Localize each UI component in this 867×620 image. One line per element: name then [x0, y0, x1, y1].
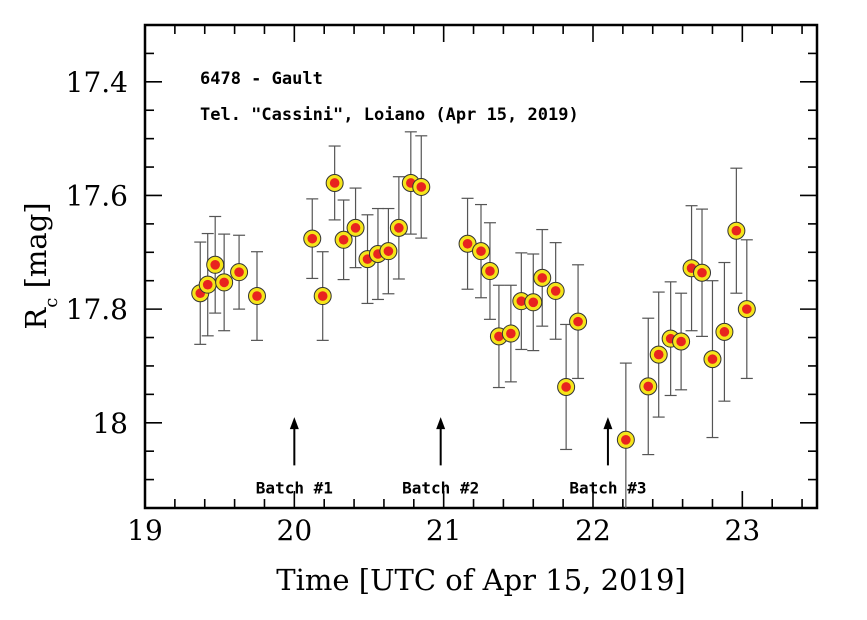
chart-subtitle: Tel. "Cassini", Loiano (Apr 15, 2019): [200, 105, 579, 125]
batch-label: Batch #3: [569, 478, 646, 497]
y-tick-label: 18: [92, 407, 128, 440]
data-point: [307, 233, 318, 244]
data-point: [516, 296, 527, 306]
data-point: [621, 435, 631, 445]
data-point: [476, 246, 486, 256]
y-axis-title-unit: [mag]: [19, 202, 53, 297]
y-axis-title-main: R: [19, 307, 53, 330]
batch-label: Batch #2: [402, 478, 479, 497]
plot-frame: [143, 23, 819, 510]
data-points: [191, 173, 756, 449]
data-point: [573, 316, 583, 327]
axis-ticks: [144, 24, 817, 509]
data-point: [494, 331, 504, 342]
y-tick-label: 17.8: [66, 293, 128, 326]
data-point: [676, 336, 686, 347]
error-bars: [194, 131, 753, 508]
data-point: [317, 291, 328, 301]
x-tick-label: 20: [277, 514, 313, 547]
data-point: [742, 304, 752, 314]
data-point: [697, 267, 707, 278]
data-point: [528, 297, 539, 308]
data-point: [653, 349, 664, 360]
data-point: [462, 238, 473, 249]
batch-label: Batch #1: [256, 478, 333, 497]
y-tick-label: 17.6: [66, 179, 128, 212]
data-point: [537, 273, 548, 283]
data-point: [338, 234, 349, 245]
data-point: [383, 246, 394, 256]
data-point: [210, 259, 220, 270]
chart-title: 6478 - Gault: [200, 69, 323, 89]
y-axis-title: Rc [mag]: [19, 202, 62, 329]
x-tick-label: 23: [725, 514, 761, 547]
batch-arrow-head: [436, 417, 446, 430]
data-point: [485, 266, 495, 276]
data-point: [416, 182, 427, 192]
batch-annotations: Batch #1 Batch #2 Batch #3: [256, 417, 646, 497]
data-point: [394, 223, 404, 233]
data-point: [506, 328, 516, 339]
data-point: [707, 354, 718, 364]
batch-arrow-head: [603, 417, 613, 430]
data-point: [731, 225, 742, 236]
data-point: [561, 382, 571, 392]
data-point: [252, 291, 262, 301]
data-point: [234, 267, 244, 277]
x-axis-title: Time [UTC of Apr 15, 2019]: [276, 563, 685, 597]
data-point: [329, 178, 340, 188]
y-tick-label: 17.4: [66, 66, 128, 99]
x-tick-label: 22: [575, 514, 611, 547]
x-tick-label: 19: [127, 514, 163, 547]
data-point: [550, 286, 561, 296]
data-point: [643, 381, 654, 392]
data-point: [219, 277, 229, 288]
data-point: [202, 279, 213, 290]
x-tick-label: 21: [426, 514, 462, 547]
data-point: [719, 327, 730, 337]
tick-labels: 19 20 21 22 23 17.4 17.6 17.8 18: [66, 66, 760, 547]
batch-arrow-head: [289, 417, 299, 430]
y-axis-title-sub: c: [41, 298, 62, 308]
data-point: [350, 223, 361, 233]
